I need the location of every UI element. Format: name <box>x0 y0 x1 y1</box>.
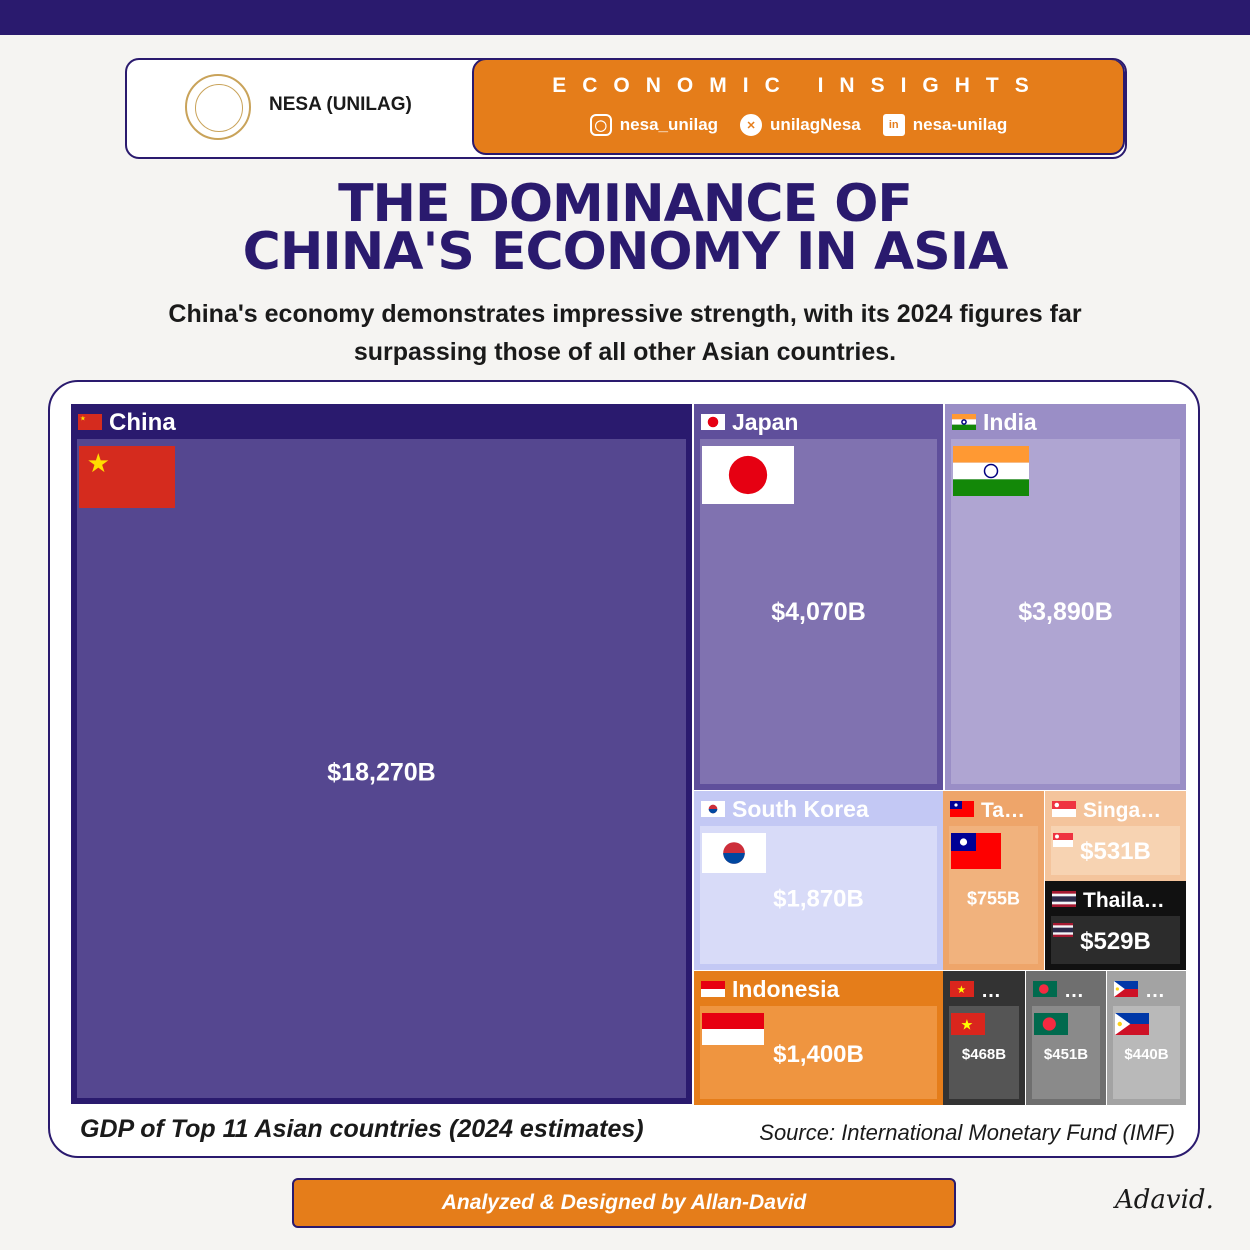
org-name: NESA (UNILAG) <box>269 94 412 115</box>
small-flag-singapore <box>1052 801 1076 817</box>
treemap-cell-japan: Japan $4,070B <box>694 404 943 790</box>
small-flag-philippines <box>1114 981 1138 997</box>
cell-label-indonesia: Indonesia <box>732 976 840 1002</box>
instagram-icon: ◯ <box>589 114 612 136</box>
economic-insights-panel: ECONOMIC INSIGHTS ◯ nesa_unilag ✕ unilag… <box>472 60 1125 155</box>
flag-indonesia <box>702 1013 764 1045</box>
cell-label-china: China <box>109 409 176 436</box>
cell-value-bangladesh: $451B <box>1044 1046 1088 1063</box>
signature: Adavid. <box>1115 1185 1214 1215</box>
svg-text:★: ★ <box>961 1018 974 1034</box>
banner-title: ECONOMIC INSIGHTS <box>552 74 1045 97</box>
cell-value-china: $18,270B <box>327 758 435 786</box>
svg-text:★: ★ <box>87 449 110 479</box>
small-flag-indonesia <box>701 981 725 997</box>
cell-label-philippines: … <box>1145 980 1165 1002</box>
chart-caption: GDP of Top 11 Asian countries (2024 esti… <box>80 1115 644 1143</box>
small-flag-thailand <box>1052 891 1076 907</box>
cell-label-india: India <box>983 409 1037 435</box>
small-flag-bangladesh <box>1033 981 1057 997</box>
cell-value-japan: $4,070B <box>771 598 866 626</box>
cell-label-taiwan: Ta… <box>981 799 1025 822</box>
treemap-cell-taiwan: Ta… $755B <box>943 791 1044 970</box>
flag-japan <box>702 446 794 504</box>
credit-banner: Analyzed & Designed by Allan-David <box>292 1178 956 1228</box>
top-bar <box>0 0 1250 35</box>
social-instagram[interactable]: ◯ nesa_unilag <box>589 114 718 136</box>
cell-label-vietnam: … <box>981 980 1001 1002</box>
cell-label-bangladesh: … <box>1064 980 1084 1002</box>
chart-source: Source: International Monetary Fund (IMF… <box>759 1120 1175 1145</box>
treemap-cell-india: India $3,890B <box>945 404 1186 790</box>
cell-label-singapore: Singa… <box>1083 799 1161 822</box>
cell-label-japan: Japan <box>732 409 798 435</box>
flag-china: ★ <box>79 446 175 508</box>
small-flag-south-korea <box>701 801 725 817</box>
cell-value-india: $3,890B <box>1018 598 1113 626</box>
cell-value-vietnam: $468B <box>962 1046 1006 1063</box>
flag-india <box>953 446 1029 496</box>
cell-value-indonesia: $1,400B <box>773 1041 864 1068</box>
flag-thailand <box>1053 923 1073 937</box>
flag-singapore <box>1053 833 1073 847</box>
title-line-1: THE DOMINANCE OF <box>338 174 913 234</box>
cell-value-thailand: $529B <box>1080 928 1151 955</box>
flag-philippines <box>1115 1013 1149 1035</box>
small-flag-taiwan <box>950 801 974 817</box>
svg-text:★: ★ <box>957 984 966 996</box>
flag-taiwan <box>951 833 1001 869</box>
cell-value-singapore: $531B <box>1080 838 1151 865</box>
flag-bangladesh <box>1034 1013 1068 1035</box>
header-banner: NESA (UNILAG) ECONOMIC INSIGHTS ◯ nesa_u… <box>125 58 1127 159</box>
svg-text:★: ★ <box>80 415 86 423</box>
cell-label-thailand: Thaila… <box>1083 889 1165 912</box>
cell-body-china <box>77 439 686 1098</box>
social-x[interactable]: ✕ unilagNesa <box>740 114 861 136</box>
linkedin-icon: in <box>882 114 905 136</box>
small-flag-china: ★ <box>78 414 102 430</box>
cell-value-taiwan: $755B <box>967 888 1020 908</box>
cell-body-india <box>951 439 1180 784</box>
small-flag-japan <box>701 414 725 430</box>
social-links: ◯ nesa_unilag ✕ unilagNesa in nesa-unila… <box>474 114 1123 136</box>
page-subtitle: China's economy demonstrates impressive … <box>168 300 1082 366</box>
x-icon: ✕ <box>740 114 763 136</box>
cell-value-philippines: $440B <box>1124 1046 1168 1063</box>
flag-south-korea <box>702 833 766 873</box>
cell-label-south-korea: South Korea <box>732 796 869 822</box>
nesa-logo <box>185 74 251 140</box>
cell-value-south-korea: $1,870B <box>773 885 864 912</box>
small-flag-india <box>952 414 976 430</box>
social-linkedin[interactable]: in nesa-unilag <box>882 114 1007 136</box>
title-line-2: CHINA'S ECONOMY IN ASIA <box>242 222 1009 282</box>
small-flag-vietnam: ★ <box>950 981 974 997</box>
treemap-cell-china: China $18,270B <box>71 404 692 1104</box>
treemap-cell-south-korea: South Korea $1,870B <box>694 791 943 970</box>
flag-vietnam: ★ <box>951 1013 985 1035</box>
page-title: THE DOMINANCE OF CHINA'S ECONOMY IN ASIA <box>0 174 1250 282</box>
treemap-cell-vietnam: … $468B <box>943 971 1025 1105</box>
